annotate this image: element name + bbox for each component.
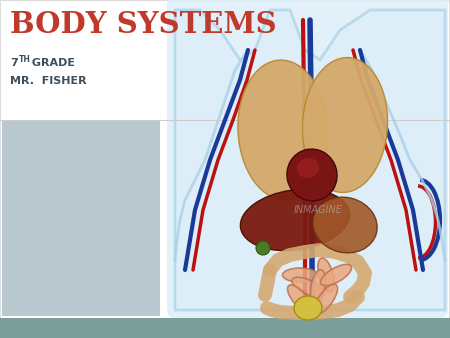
Text: BODY SYSTEMS: BODY SYSTEMS — [10, 10, 277, 39]
Ellipse shape — [318, 258, 334, 292]
Ellipse shape — [313, 197, 377, 253]
Ellipse shape — [283, 268, 318, 282]
Ellipse shape — [320, 264, 351, 286]
Bar — [2, 120, 160, 316]
Ellipse shape — [256, 241, 270, 255]
Ellipse shape — [240, 189, 350, 251]
Ellipse shape — [292, 277, 324, 297]
Ellipse shape — [297, 158, 319, 178]
Ellipse shape — [287, 149, 337, 201]
Ellipse shape — [288, 285, 312, 313]
Text: TH: TH — [19, 55, 31, 64]
FancyBboxPatch shape — [167, 0, 448, 318]
Ellipse shape — [238, 60, 328, 200]
Text: MR.  FISHER: MR. FISHER — [10, 76, 86, 86]
Ellipse shape — [302, 57, 387, 192]
Text: GRADE: GRADE — [28, 58, 75, 68]
PathPatch shape — [175, 10, 445, 310]
Ellipse shape — [315, 284, 338, 314]
Text: INMAGINE: INMAGINE — [293, 205, 342, 215]
Ellipse shape — [294, 296, 322, 320]
Text: 7: 7 — [10, 58, 18, 68]
Ellipse shape — [310, 270, 325, 304]
Bar — [0, 318, 450, 338]
